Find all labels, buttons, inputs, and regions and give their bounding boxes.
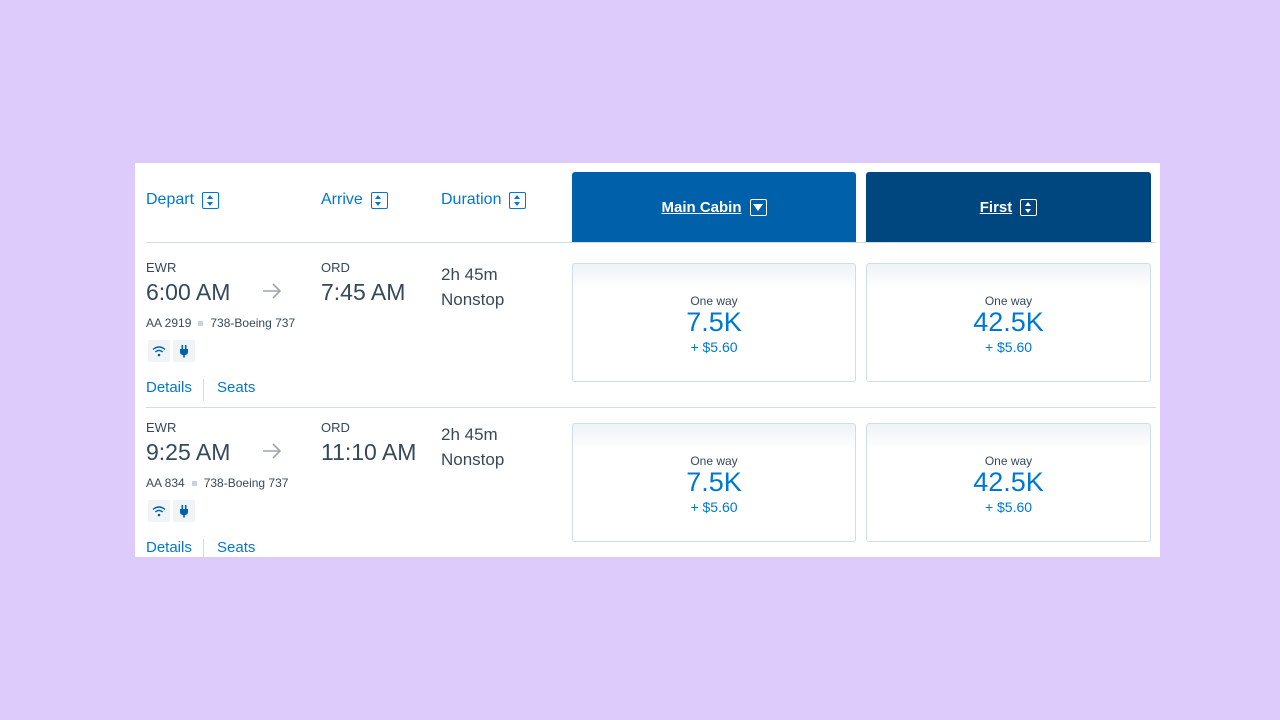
power-outlet-icon — [173, 500, 195, 522]
stops: Nonstop — [441, 450, 505, 469]
origin-airport: EWR — [146, 260, 177, 275]
sort-arrive-button[interactable]: Arrive — [321, 191, 388, 209]
flight-row: EWR 6:00 AM ORD 7:45 AM 2h 45m Nonstop A… — [135, 243, 1160, 403]
fare-points: 42.5K — [973, 467, 1044, 497]
sort-duration-button[interactable]: Duration — [441, 191, 527, 209]
stops: Nonstop — [441, 290, 505, 309]
sort-icon — [370, 191, 388, 209]
separator — [191, 480, 197, 486]
origin-airport: EWR — [146, 420, 177, 435]
sort-icon — [202, 191, 220, 209]
duration-block: 2h 45m Nonstop — [441, 262, 504, 312]
fare-label: One way — [984, 294, 1033, 308]
aircraft-type: 738-Boeing 737 — [203, 476, 289, 490]
main-cabin-fare-button[interactable]: One way 7.5K + $5.60 — [572, 423, 856, 542]
fare-taxes: + $5.60 — [690, 339, 738, 355]
duration-header-label: Duration — [441, 191, 502, 208]
flight-row: EWR 9:25 AM ORD 11:10 AM 2h 45m Nonstop … — [135, 403, 1160, 557]
arrow-right-icon — [263, 283, 282, 299]
fare-taxes: + $5.60 — [984, 499, 1033, 515]
first-fare-button[interactable]: One way 42.5K + $5.60 — [866, 263, 1151, 382]
flight-results-panel: Depart Arrive Duration Main Cabin First … — [135, 163, 1160, 557]
main-cabin-label: Main Cabin — [661, 198, 742, 216]
seats-link[interactable]: Seats — [217, 539, 256, 556]
depart-header-label: Depart — [146, 191, 195, 208]
arrive-time: 11:10 AM — [321, 439, 417, 465]
sort-icon — [509, 191, 527, 209]
depart-time: 9:25 AM — [146, 439, 231, 465]
fare-taxes: + $5.60 — [984, 339, 1033, 355]
arrive-time: 7:45 AM — [321, 279, 406, 305]
flight-duration: 2h 45m — [441, 425, 498, 444]
duration-block: 2h 45m Nonstop — [441, 422, 504, 472]
arrive-header-label: Arrive — [321, 191, 363, 208]
first-fare-button[interactable]: One way 42.5K + $5.60 — [866, 423, 1151, 542]
depart-time: 6:00 AM — [146, 279, 231, 305]
dropdown-icon — [749, 198, 767, 216]
fare-label: One way — [984, 454, 1033, 468]
flight-info: AA 834 738-Boeing 737 — [146, 476, 288, 490]
first-cabin-header-button[interactable]: First — [866, 172, 1151, 242]
arrow-right-icon — [263, 443, 282, 459]
aircraft-type: 738-Boeing 737 — [210, 316, 296, 330]
fare-points: 7.5K — [686, 467, 742, 497]
details-link[interactable]: Details — [146, 539, 192, 556]
divider — [146, 407, 1156, 408]
divider — [146, 242, 1156, 243]
separator — [198, 320, 204, 326]
power-outlet-icon — [173, 340, 195, 362]
wifi-icon — [148, 500, 170, 522]
divider — [203, 379, 204, 401]
sort-depart-button[interactable]: Depart — [146, 191, 220, 209]
fare-points: 7.5K — [686, 307, 742, 337]
first-cabin-label: First — [979, 198, 1013, 216]
sort-icon — [1020, 198, 1038, 216]
main-cabin-header-button[interactable]: Main Cabin — [572, 172, 856, 242]
seats-link[interactable]: Seats — [217, 379, 256, 396]
fare-label: One way — [690, 294, 738, 308]
destination-airport: ORD — [321, 260, 350, 275]
wifi-icon — [148, 340, 170, 362]
fare-label: One way — [690, 454, 738, 468]
fare-taxes: + $5.60 — [690, 499, 738, 515]
flight-duration: 2h 45m — [441, 265, 498, 284]
flight-info: AA 2919 738-Boeing 737 — [146, 316, 295, 330]
flight-number: AA 834 — [146, 476, 185, 490]
destination-airport: ORD — [321, 420, 350, 435]
fare-points: 42.5K — [973, 307, 1044, 337]
details-link[interactable]: Details — [146, 379, 192, 396]
main-cabin-fare-button[interactable]: One way 7.5K + $5.60 — [572, 263, 856, 382]
flight-number: AA 2919 — [146, 316, 192, 330]
divider — [203, 539, 204, 557]
